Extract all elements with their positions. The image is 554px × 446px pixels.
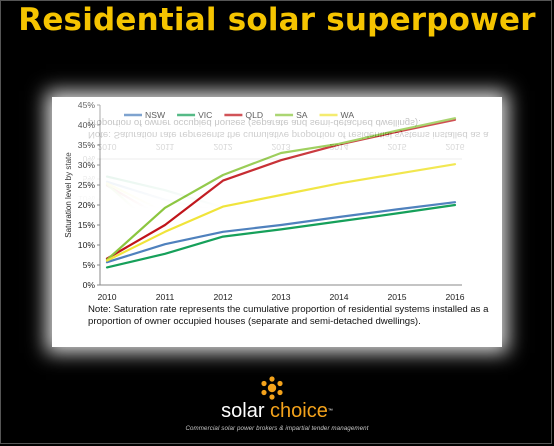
logo-tagline: Commercial solar power brokers & imparti… bbox=[185, 425, 369, 432]
series-line-nsw bbox=[105, 201, 457, 264]
y-tick-label: 25% bbox=[78, 180, 96, 190]
solar-choice-logo-icon bbox=[261, 376, 283, 400]
logo-word-choice: choice bbox=[270, 400, 328, 422]
solar-choice-logo: solar choice™ bbox=[0, 400, 554, 422]
logo-word-solar: solar bbox=[221, 400, 265, 422]
x-tick-label: 2013 bbox=[271, 292, 290, 302]
y-tick-label: 0% bbox=[83, 280, 96, 290]
legend-label-sa: SA bbox=[296, 110, 308, 120]
legend-label-qld: QLD bbox=[245, 110, 263, 120]
y-tick-label: 35% bbox=[78, 140, 96, 150]
legend-label-wa: WA bbox=[341, 110, 355, 120]
series-line-sa bbox=[105, 117, 457, 261]
y-tick-label: 10% bbox=[78, 240, 96, 250]
logo-trademark: ™ bbox=[327, 408, 333, 414]
y-tick-label: 30% bbox=[78, 160, 96, 170]
y-tick-label: 45% bbox=[78, 100, 96, 110]
y-tick-label: 40% bbox=[78, 120, 96, 130]
x-tick-label: 2014 bbox=[329, 292, 348, 302]
series-line-wa bbox=[105, 163, 457, 262]
x-tick-label: 2010 bbox=[97, 292, 116, 302]
y-tick-label: 5% bbox=[83, 260, 96, 270]
slide-title: Residential solar superpower bbox=[18, 2, 536, 38]
x-tick-label: 2015 bbox=[387, 292, 406, 302]
legend-label-nsw: NSW bbox=[145, 110, 166, 120]
chart-panel: 0% 5% 10% 15% 20% 25% 30% 35% 40% 45% 2010 2011 2012… bbox=[52, 97, 502, 347]
y-tick-label: 15% bbox=[78, 220, 96, 230]
y-tick-label: 20% bbox=[78, 200, 96, 210]
x-tick-label: 2011 bbox=[156, 292, 175, 302]
chart-note: Note: Saturation rate represents the cum… bbox=[88, 304, 489, 328]
series-line-vic bbox=[105, 203, 457, 269]
legend-label-vic: VIC bbox=[198, 110, 212, 120]
saturation-line-chart: 0% 5% 10% 15% 20% 25% 30% 35% 40% 45% 2010 2011 2012… bbox=[64, 100, 465, 302]
x-tick-label: 2012 bbox=[213, 292, 232, 302]
y-axis-label: Saturation level by state bbox=[64, 152, 73, 238]
x-tick-label: 2016 bbox=[445, 292, 464, 302]
series-line-qld bbox=[105, 118, 457, 260]
